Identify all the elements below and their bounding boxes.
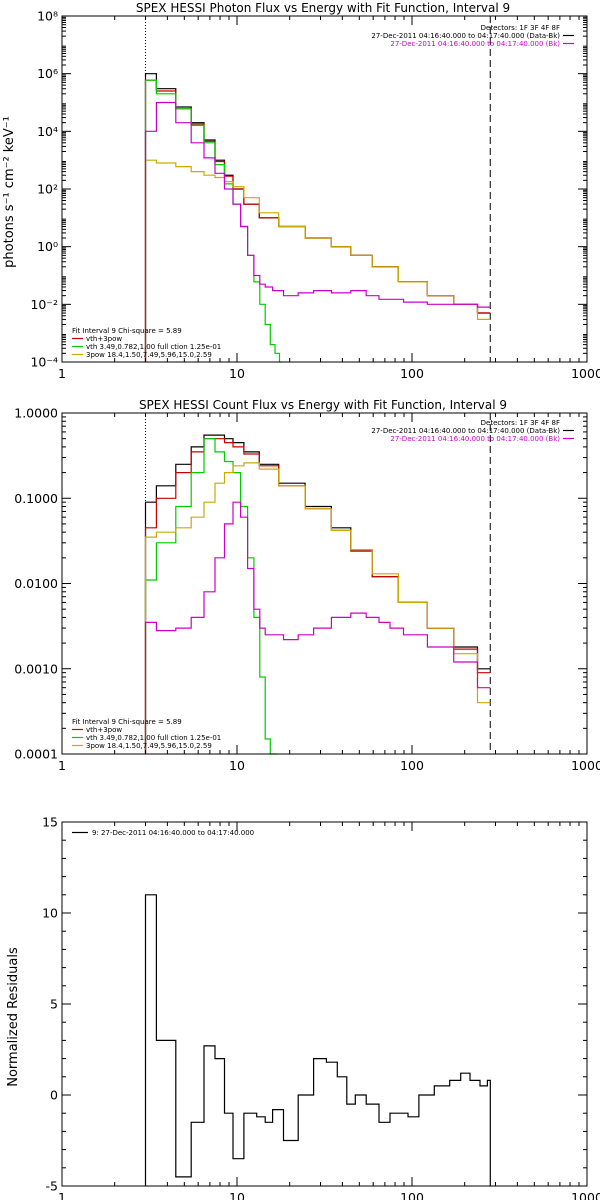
photon-x-tick-label: 1 — [58, 366, 66, 381]
photon-legend-top-right: Detectors: 1F 3F 4F 8F 27-Dec-2011 04:16… — [371, 24, 574, 48]
count-x-tick-label: 100 — [400, 758, 424, 773]
count-series-3 — [144, 462, 491, 754]
residuals-panel: Normalized Residuals 1 10 100 1000-5051015 … — [6, 815, 600, 1200]
photon-flux-panel: SPEX HESSI Photon Flux vs Energy with Fi… — [2, 1, 600, 381]
count-legend-detectors: Detectors: 1F 3F 4F 8F — [481, 419, 560, 427]
photon-y-tick-label: 10⁻⁴ — [30, 355, 58, 370]
photon-legend-vth: vth 3.49,0.782,1.00 full ction 1.25e-01 — [86, 343, 221, 351]
resid-x-tick-label: 10 — [229, 1190, 245, 1200]
resid-y-tick-label: 10 — [42, 906, 58, 921]
resid-x-tick-label: 100 — [400, 1190, 424, 1200]
resid-y-tick-label: 0 — [50, 1088, 58, 1103]
count-series — [144, 434, 491, 755]
count-series-4 — [144, 501, 491, 754]
residuals-y-axis-label: Normalized Residuals — [6, 947, 21, 1087]
count-legend-top-right: Detectors: 1F 3F 4F 8F 27-Dec-2011 04:16… — [371, 419, 574, 443]
photon-series-4 — [144, 101, 491, 362]
count-y-tick-label: 0.1000 — [14, 491, 58, 506]
count-x-tick-label: 1 — [58, 758, 66, 773]
photon-y-tick-label: 10⁶ — [37, 66, 58, 81]
photon-y-axis-label: photons s⁻¹ cm⁻² keV⁻¹ — [2, 116, 17, 268]
count-reference-lines — [144, 413, 491, 754]
count-y-tick-label: 1.0000 — [14, 406, 58, 421]
photon-legend-fit: Fit Interval 9 Chi-square = 5.89 — [72, 327, 182, 335]
resid-x-tick-label: 1000 — [571, 1190, 600, 1200]
residuals-series — [144, 894, 491, 1186]
photon-y-tick-label: 10⁴ — [37, 124, 58, 139]
photon-title: SPEX HESSI Photon Flux vs Energy with Fi… — [136, 1, 510, 15]
count-legend-bk: 27-Dec-2011 04:16:40.000 to 04:17:40.000… — [390, 435, 560, 443]
photon-series-3 — [144, 159, 491, 362]
photon-legend-bottom-left: Fit Interval 9 Chi-square = 5.89 vth+3po… — [72, 327, 221, 359]
count-legend-bottom-left: Fit Interval 9 Chi-square = 5.89 vth+3po… — [72, 718, 221, 750]
photon-x-tick-label: 10 — [229, 366, 245, 381]
photon-legend-bk: 27-Dec-2011 04:16:40.000 to 04:17:40.000… — [390, 40, 560, 48]
resid-y-tick-label: -5 — [46, 1179, 58, 1194]
count-legend-total: vth+3pow — [86, 726, 122, 734]
count-axes: 1 10 100 1000 0.0001 0.0010 0.0100 0.1000 1.0000 — [14, 406, 600, 774]
count-title: SPEX HESSI Count Flux vs Energy with Fit… — [139, 398, 507, 412]
resid-y-tick-label: 15 — [42, 815, 58, 830]
photon-x-tick-label: 100 — [400, 366, 424, 381]
photon-axes: 1 10 100 1000 10⁻⁴ 10⁻² 10⁰ 10² 10⁴ 10⁶ 10⁸ — [30, 9, 600, 382]
count-x-tick-label: 10 — [229, 758, 245, 773]
count-legend-data-bk: 27-Dec-2011 04:16:40.000 to 04:17:40.000… — [371, 427, 560, 435]
residuals-axes: 1 10 100 1000 -5 0 5 10 15 — [42, 815, 600, 1200]
photon-legend-3pow: 3pow 18.4,1.50,7.49,5.96,15.0,2.59 — [86, 351, 212, 359]
count-legend-3pow: 3pow 18.4,1.50,7.49,5.96,15.0,2.59 — [86, 742, 212, 750]
photon-legend-data-bk: 27-Dec-2011 04:16:40.000 to 04:17:40.000… — [371, 32, 560, 40]
resid-series-0 — [144, 894, 491, 1186]
photon-y-tick-label: 10² — [37, 182, 58, 197]
count-y-tick-label: 0.0010 — [14, 661, 58, 676]
count-flux-panel: SPEX HESSI Count Flux vs Energy with Fit… — [14, 398, 600, 773]
residuals-legend: 9: 27-Dec-2011 04:16:40.000 to 04:17:40.… — [72, 829, 254, 837]
count-y-tick-label: 0.0001 — [14, 747, 58, 762]
count-legend-fit: Fit Interval 9 Chi-square = 5.89 — [72, 718, 182, 726]
resid-y-tick-label: 5 — [50, 997, 58, 1012]
photon-y-tick-label: 10⁸ — [37, 9, 58, 24]
photon-legend-total: vth+3pow — [86, 335, 122, 343]
residuals-legend-entry: 9: 27-Dec-2011 04:16:40.000 to 04:17:40.… — [92, 829, 254, 837]
count-x-tick-label: 1000 — [571, 758, 600, 773]
photon-series — [144, 73, 491, 363]
resid-x-tick-label: 1 — [58, 1190, 66, 1200]
photon-x-tick-label: 1000 — [571, 366, 600, 381]
count-y-tick-label: 0.0100 — [14, 576, 58, 591]
photon-legend-detectors: Detectors: 1F 3F 4F 8F — [481, 24, 560, 32]
photon-y-tick-label: 10⁰ — [37, 239, 58, 254]
count-legend-vth: vth 3.49,0.782,1.00 full ction 1.25e-01 — [86, 734, 221, 742]
photon-y-tick-label: 10⁻² — [30, 297, 58, 312]
